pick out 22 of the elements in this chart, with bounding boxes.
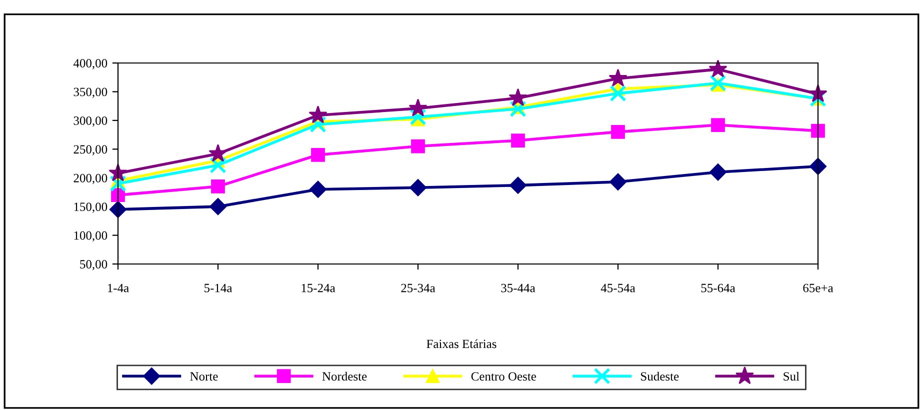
legend-label: Sul xyxy=(784,372,800,381)
x-tick-label: 15-24a xyxy=(302,284,336,292)
legend-label: Nordeste xyxy=(322,372,367,381)
x-tick-label: 55-64a xyxy=(701,284,736,292)
y-tick-label: 200,00 xyxy=(74,174,108,184)
legend-label: Norte xyxy=(190,372,218,381)
x-tick-label: 25-34a xyxy=(401,284,436,292)
x-tick-label: 65e+a xyxy=(803,284,834,292)
y-tick-label: 400,00 xyxy=(73,59,108,70)
y-tick-label: 100,00 xyxy=(74,231,108,242)
y-tick-label: 50,00 xyxy=(80,260,108,270)
legend-label: Sudeste xyxy=(641,372,679,381)
legend-label: Centro Oeste xyxy=(471,372,536,381)
x-tick-label: 5-14a xyxy=(204,284,232,292)
y-tick-label: 300,00 xyxy=(74,116,108,127)
x-tick-label: 1-4a xyxy=(108,284,129,292)
x-tick-label: 45-54a xyxy=(600,284,636,292)
x-axis-title: Faixas Etárias xyxy=(426,339,496,348)
y-tick-label: 350,00 xyxy=(74,88,108,98)
y-tick-label: 250,00 xyxy=(74,145,108,156)
y-tick-label: 150,00 xyxy=(74,202,108,213)
x-tick-label: 35-44a xyxy=(501,284,536,292)
